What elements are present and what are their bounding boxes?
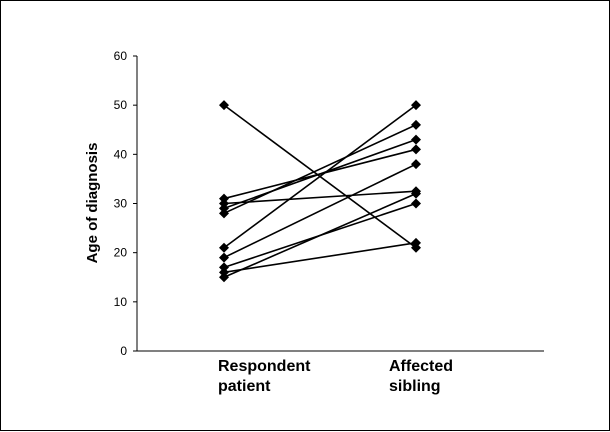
data-point-marker — [411, 198, 421, 209]
data-point-marker — [411, 159, 421, 170]
series-line — [223, 190, 417, 205]
y-tick-label: 30 — [114, 197, 128, 211]
data-point-marker — [411, 144, 421, 155]
category-label: sibling — [389, 378, 441, 395]
series-line — [223, 163, 417, 259]
y-tick-label: 10 — [114, 295, 128, 309]
data-point-marker — [411, 100, 421, 111]
y-tick-label: 0 — [120, 344, 127, 358]
data-point-marker — [219, 100, 229, 111]
series-line — [223, 104, 417, 249]
y-axis-title: Age of diagnosis — [84, 143, 101, 264]
category-label: Affected — [389, 358, 453, 375]
category-label: Respondent — [218, 358, 311, 375]
data-point-marker — [219, 242, 229, 253]
data-point-marker — [219, 252, 229, 263]
series-line — [223, 124, 417, 215]
data-point-marker — [411, 188, 421, 199]
y-tick-label: 40 — [114, 147, 128, 161]
data-point-marker — [219, 272, 229, 283]
category-labels: Respondent patient Affected sibling — [218, 358, 453, 395]
markers — [219, 100, 421, 283]
category-label: patient — [218, 378, 271, 395]
series-lines — [223, 104, 417, 278]
series-line — [223, 242, 417, 274]
series-line — [223, 192, 417, 278]
y-tick-label: 60 — [114, 49, 128, 63]
series-line — [223, 138, 417, 210]
y-ticks: 0 10 20 30 40 50 60 — [114, 49, 137, 358]
data-point-marker — [219, 208, 229, 219]
data-point-marker — [411, 134, 421, 145]
y-tick-label: 50 — [114, 98, 128, 112]
data-point-marker — [411, 119, 421, 130]
y-tick-label: 20 — [114, 246, 128, 260]
data-point-marker — [411, 237, 421, 248]
